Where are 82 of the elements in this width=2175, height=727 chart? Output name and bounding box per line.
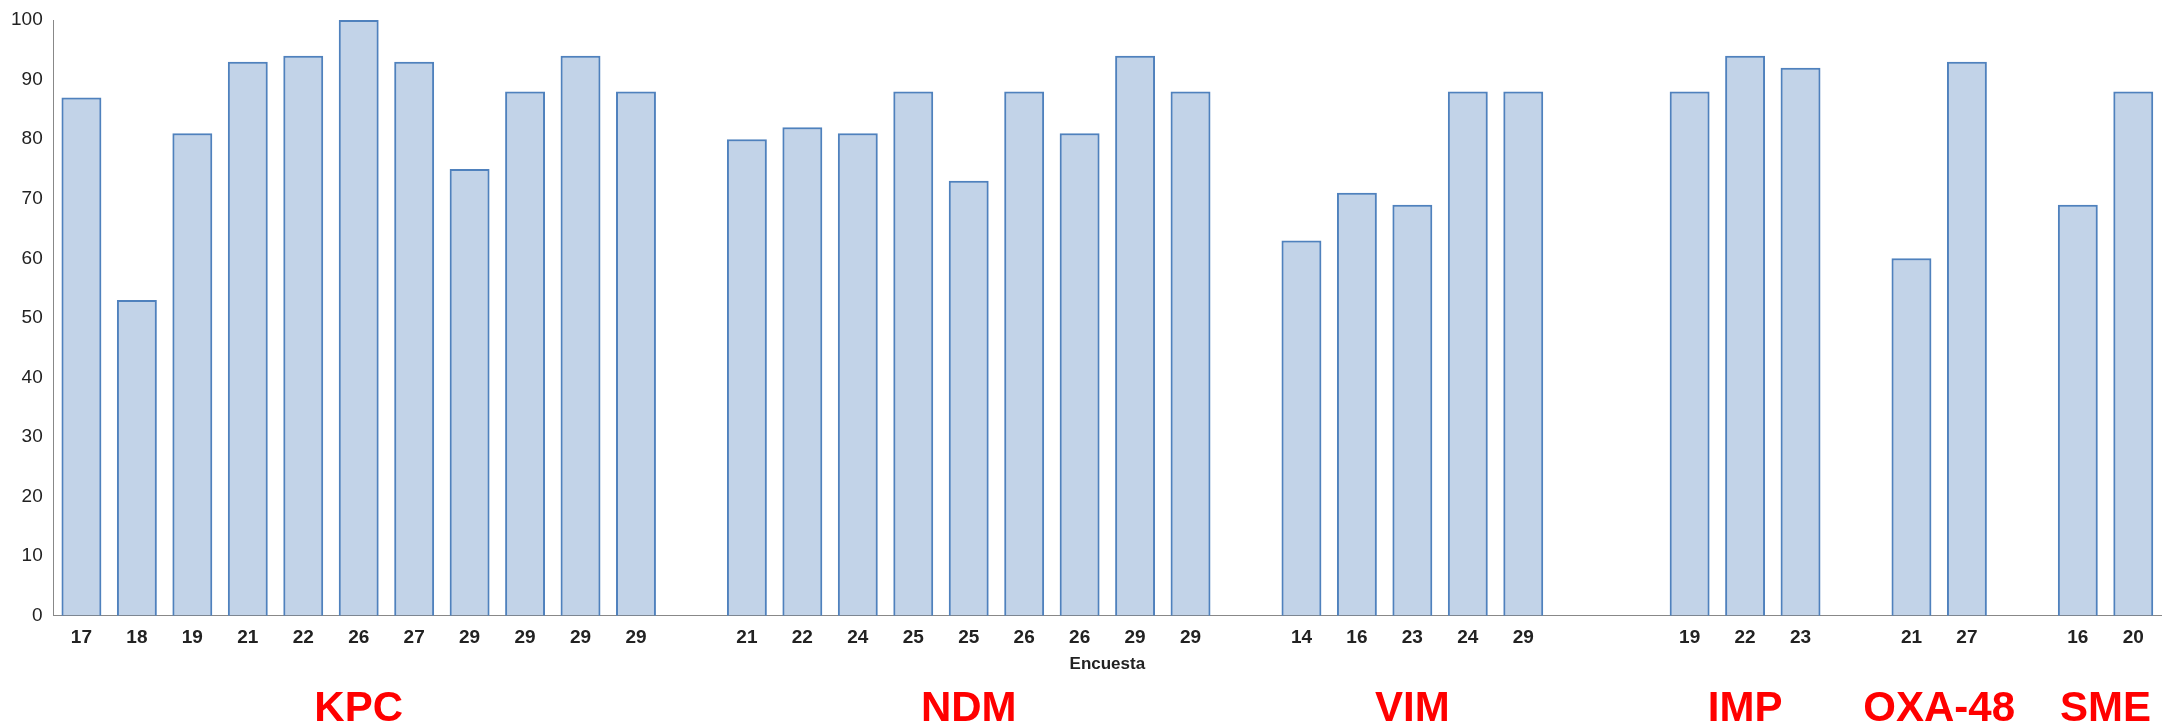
bar	[1447, 91, 1488, 616]
y-tick-label: 100	[11, 8, 43, 30]
x-tick-label: 23	[1789, 626, 1812, 648]
x-tick-label: 20	[2122, 626, 2144, 648]
y-tick-label: 70	[21, 186, 43, 208]
x-tick-label: 16	[2067, 626, 2089, 648]
x-tick-label: 29	[1179, 626, 1202, 648]
y-tick-label: 10	[21, 544, 43, 566]
bar	[1115, 55, 1156, 616]
bar	[837, 133, 878, 616]
bar	[782, 127, 823, 616]
x-tick-label: 22	[292, 626, 314, 648]
bar	[61, 97, 102, 616]
x-tick-label: 21	[736, 626, 758, 648]
bar	[1891, 258, 1932, 616]
x-tick-label: 26	[1069, 626, 1091, 648]
text: IMP	[1707, 683, 1783, 727]
y-tick-label: 20	[21, 484, 43, 506]
x-tick-label: 29	[1124, 626, 1146, 648]
bar	[616, 91, 656, 616]
bar	[283, 55, 324, 616]
x-tick-label: 21	[237, 626, 259, 648]
bar	[1004, 91, 1045, 616]
x-tick-label: 27	[1956, 626, 1978, 648]
bar	[1336, 192, 1377, 616]
x-tick-label: 25	[902, 626, 925, 648]
y-tick-label: 0	[32, 604, 43, 626]
y-tick-label: 90	[21, 67, 43, 89]
x-tick-label: 25	[958, 626, 980, 648]
x-tick-label: 26	[1013, 626, 1035, 648]
bar	[227, 61, 268, 616]
bar	[1503, 91, 1544, 616]
bar	[948, 180, 989, 616]
x-tick-label: 26	[348, 626, 370, 648]
bar	[1780, 67, 1821, 616]
bar	[1725, 55, 1766, 616]
bar	[1392, 204, 1433, 616]
x-tick-label: 24	[1457, 626, 1479, 648]
x-tick-label: 16	[1346, 626, 1368, 648]
x-tick-label: 19	[181, 626, 203, 648]
x-tick-label: 27	[403, 626, 425, 648]
text: SME	[2060, 683, 2152, 727]
text: NDM	[920, 683, 1017, 727]
bar	[172, 133, 213, 616]
x-tick-label: 29	[1512, 626, 1534, 648]
x-tick-label: 24	[847, 626, 869, 648]
x-tick-label: 19	[1679, 626, 1701, 648]
x-axis-title: Encuesta	[1069, 654, 1146, 674]
text: VIM	[1375, 683, 1450, 727]
bar	[2113, 91, 2154, 616]
x-tick-label: 18	[126, 626, 148, 648]
bar	[1059, 133, 1100, 616]
bar	[338, 20, 379, 616]
bar	[449, 168, 490, 616]
bar	[560, 55, 601, 616]
x-tick-label: 22	[791, 626, 813, 648]
bar	[1669, 91, 1710, 616]
y-tick-label: 80	[21, 127, 43, 149]
y-tick-label: 60	[21, 246, 43, 268]
bar	[893, 91, 934, 616]
bar	[116, 300, 157, 616]
bar	[394, 61, 435, 616]
x-tick-label: 29	[514, 626, 536, 648]
x-tick-label: 23	[1401, 626, 1423, 648]
bar	[726, 139, 767, 616]
y-tick-label: 40	[21, 365, 43, 387]
y-tick-label: 30	[21, 425, 43, 447]
x-tick-label: 29	[459, 626, 481, 648]
bar	[505, 91, 546, 616]
bar	[1281, 240, 1322, 616]
x-tick-label: 14	[1290, 626, 1313, 648]
x-tick-label: 29	[625, 626, 647, 648]
x-tick-label: 22	[1734, 626, 1756, 648]
x-tick-label: 17	[70, 626, 92, 648]
x-tick-label: 21	[1900, 626, 1923, 648]
y-tick-label: 50	[21, 306, 43, 328]
bar	[1170, 91, 1211, 616]
bar	[1946, 61, 1987, 616]
x-tick-label: 29	[569, 626, 592, 648]
bar	[2057, 204, 2098, 616]
text: KPC	[314, 683, 404, 727]
text: OXA-48	[1863, 683, 2016, 727]
